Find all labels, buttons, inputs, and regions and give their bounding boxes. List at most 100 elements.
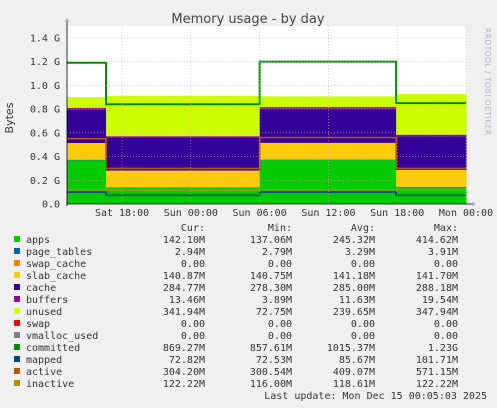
legend-cache-avg: 285.00M [333, 283, 375, 294]
legend-cache-cur: 284.77M [163, 283, 205, 294]
area-slab_cache-phase-3 [396, 170, 467, 187]
legend-committed-cur: 869.27M [163, 343, 205, 354]
legend-label-inactive: inactive [26, 379, 74, 390]
legend-label-mapped: mapped [26, 355, 62, 366]
legend-vmalloc_used-cur: 0.00 [181, 331, 205, 342]
y-tick-label-2: 0.4 G [30, 152, 60, 163]
legend-swatch-slab_cache [14, 272, 20, 278]
legend-swatch-active [14, 368, 20, 374]
area-apps-phase-0 [67, 160, 107, 204]
area-cache-phase-3 [396, 136, 467, 170]
line-mapped [67, 191, 466, 197]
area-buffers-phase-2 [259, 107, 397, 109]
grid [67, 26, 467, 204]
area-page_tables-phase-3 [396, 186, 467, 188]
chart-title: Memory usage - by day [171, 12, 324, 27]
legend-label-apps: apps [26, 235, 50, 246]
area-page_tables-phase-1 [106, 187, 261, 188]
area-page_tables-phase-2 [259, 159, 397, 161]
legend-buffers-avg: 11.63M [339, 295, 375, 306]
legend-vmalloc_used-min: 0.00 [268, 331, 292, 342]
legend-col-header-2: Avg: [351, 223, 375, 234]
legend-apps-cur: 142.10M [163, 235, 205, 246]
legend-active-avg: 409.07M [333, 367, 375, 378]
legend-label-swap: swap [26, 319, 50, 330]
legend-unused-max: 347.94M [416, 307, 458, 318]
area-unused-phase-1 [106, 95, 261, 137]
y-tick-label-7: 1.4 G [30, 33, 60, 44]
legend-label-vmalloc_used: vmalloc_used [26, 331, 98, 342]
legend-swap-min: 0.00 [268, 319, 292, 330]
area-slab_cache-phase-0 [67, 143, 107, 160]
x-tick-label-3: Sun 12:00 [301, 208, 355, 219]
legend-swatch-apps [14, 236, 20, 242]
legend-vmalloc_used-avg: 0.00 [351, 331, 375, 342]
stacked-areas [67, 94, 467, 204]
legend-mapped-cur: 72.82M [169, 355, 205, 366]
y-tick-label-0: 0.0 [42, 200, 60, 211]
area-buffers-phase-3 [396, 134, 467, 137]
legend-swap_cache-avg: 0.00 [351, 259, 375, 270]
axes: 0.0 0.2 G 0.4 G 0.6 G 0.8 G 1.0 G 1.2 G 1.4 G Sa… [30, 18, 493, 219]
legend-vmalloc_used-max: 0.00 [434, 331, 458, 342]
legend-swatch-swap [14, 320, 20, 326]
area-cache-phase-1 [106, 137, 261, 171]
legend-swatch-mapped [14, 356, 20, 362]
legend-col-header-3: Max: [434, 223, 458, 234]
legend-mapped-min: 72.53M [256, 355, 292, 366]
legend-swatch-unused [14, 308, 20, 314]
legend-inactive-max: 122.22M [416, 379, 458, 390]
area-cache-phase-0 [67, 109, 107, 143]
legend-unused-avg: 239.65M [333, 307, 375, 318]
x-tick-label-4: Sun 18:00 [370, 208, 424, 219]
legend-swap_cache-min: 0.00 [268, 259, 292, 270]
legend-page_tables-cur: 2.94M [175, 247, 205, 258]
area-buffers-phase-1 [106, 136, 261, 138]
x-tick-label-0: Sat 18:00 [95, 208, 149, 219]
legend-mapped-max: 101.71M [416, 355, 458, 366]
legend-label-buffers: buffers [26, 295, 68, 306]
legend-committed-avg: 1015.37M [327, 343, 375, 354]
legend-active-max: 571.15M [416, 367, 458, 378]
legend-slab_cache-min: 140.75M [250, 271, 292, 282]
legend-active-cur: 304.20M [163, 367, 205, 378]
legend-mapped-avg: 85.67M [339, 355, 375, 366]
x-tick-label-2: Sun 06:00 [233, 208, 287, 219]
legend-unused-min: 72.75M [256, 307, 292, 318]
legend-swatch-page_tables [14, 248, 20, 254]
line-committed [67, 60, 466, 106]
legend-buffers-cur: 13.46M [169, 295, 205, 306]
legend-inactive-min: 116.00M [250, 379, 292, 390]
area-unused-phase-2 [259, 96, 397, 108]
line-series [67, 60, 466, 197]
legend-buffers-max: 19.54M [422, 295, 458, 306]
legend: Cur: Min: Avg: Max: apps 142.10M 137.06M 245.32… [14, 223, 458, 390]
area-buffers-phase-0 [67, 107, 107, 110]
legend-inactive-cur: 122.22M [163, 379, 205, 390]
legend-committed-min: 857.61M [250, 343, 292, 354]
legend-label-unused: unused [26, 307, 62, 318]
area-slab_cache-phase-1 [106, 170, 261, 188]
legend-label-slab_cache: slab_cache [26, 271, 86, 282]
legend-page_tables-max: 3.91M [428, 247, 458, 258]
legend-swatch-buffers [14, 296, 20, 302]
y-tick-label-3: 0.6 G [30, 128, 60, 139]
legend-swatch-cache [14, 284, 20, 290]
legend-apps-avg: 245.32M [333, 235, 375, 246]
area-apps-phase-2 [259, 160, 397, 204]
area-unused-phase-3 [396, 94, 467, 135]
x-tick-label-5: Mon 00:00 [439, 208, 493, 219]
legend-page_tables-min: 2.79M [262, 247, 292, 258]
legend-col-header-0: Cur: [181, 223, 205, 234]
legend-slab_cache-max: 141.70M [416, 271, 458, 282]
rrdtool-credit: RRDTOOL / TOBI OETIKER [483, 28, 492, 136]
legend-apps-max: 414.62M [416, 235, 458, 246]
x-axis-arrow [472, 201, 476, 207]
legend-swatch-vmalloc_used [14, 332, 20, 338]
legend-cache-min: 278.30M [250, 283, 292, 294]
legend-inactive-avg: 118.61M [333, 379, 375, 390]
legend-label-cache: cache [26, 283, 56, 294]
legend-cache-max: 288.18M [416, 283, 458, 294]
y-tick-label-1: 0.2 G [30, 176, 60, 187]
